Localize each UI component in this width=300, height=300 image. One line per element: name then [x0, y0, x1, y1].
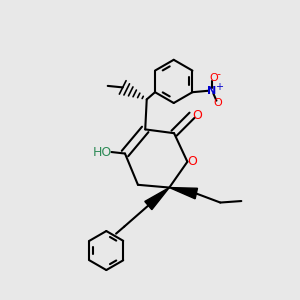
- Text: N: N: [207, 86, 217, 96]
- Text: +: +: [214, 82, 223, 92]
- Text: HO: HO: [93, 146, 112, 158]
- Text: O: O: [187, 155, 197, 168]
- Text: O: O: [210, 74, 218, 83]
- Text: -: -: [217, 70, 220, 80]
- Text: O: O: [214, 98, 222, 108]
- Text: O: O: [192, 109, 202, 122]
- Polygon shape: [145, 188, 169, 210]
- Polygon shape: [169, 188, 197, 199]
